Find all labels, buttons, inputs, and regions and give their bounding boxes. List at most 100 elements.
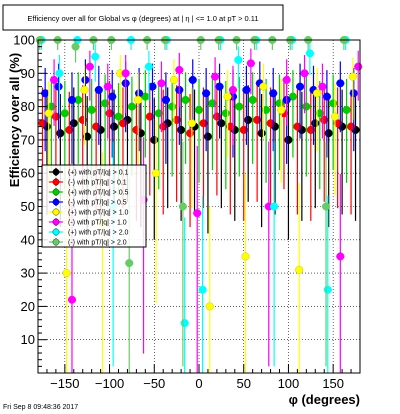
data-point bbox=[67, 295, 77, 304]
data-point bbox=[270, 202, 279, 211]
data-point bbox=[259, 82, 268, 91]
data-point bbox=[293, 122, 302, 131]
data-point bbox=[92, 122, 101, 131]
y-tick-label: 70 bbox=[21, 132, 35, 147]
data-point bbox=[71, 42, 80, 51]
data-point bbox=[181, 95, 190, 104]
legend-label: (+) with pT/|q| > 1.0 bbox=[68, 210, 129, 217]
data-point bbox=[114, 112, 123, 121]
data-point bbox=[211, 72, 220, 81]
data-point bbox=[234, 55, 243, 65]
data-point bbox=[321, 202, 331, 211]
data-point bbox=[275, 99, 284, 108]
legend-marker bbox=[52, 238, 60, 246]
data-point bbox=[91, 52, 100, 61]
legend-marker bbox=[52, 168, 60, 176]
legend: (+) with pT/|q| > 0.1 (-) with pT/|q| > 0… bbox=[41, 164, 147, 248]
data-point bbox=[228, 85, 238, 94]
data-point bbox=[302, 102, 311, 111]
data-point bbox=[157, 79, 166, 88]
data-point bbox=[65, 125, 74, 134]
data-point bbox=[305, 49, 314, 58]
data-point bbox=[223, 92, 232, 101]
data-point bbox=[172, 115, 181, 124]
data-point bbox=[221, 109, 230, 118]
data-point bbox=[208, 99, 217, 108]
data-point bbox=[152, 169, 161, 178]
data-point bbox=[41, 89, 50, 98]
data-point bbox=[354, 62, 363, 71]
data-points bbox=[35, 35, 363, 373]
data-point bbox=[187, 119, 196, 128]
data-point bbox=[336, 79, 345, 88]
x-tick-label: −100 bbox=[95, 376, 124, 391]
x-tick-label: −50 bbox=[143, 376, 165, 391]
data-point bbox=[121, 69, 130, 78]
data-point bbox=[288, 92, 297, 101]
legend-marker bbox=[52, 198, 60, 206]
legend-marker bbox=[52, 188, 60, 196]
y-tick-label: 20 bbox=[21, 299, 35, 314]
legend-label: (-) with pT/|q| > 1.0 bbox=[68, 220, 127, 227]
data-point bbox=[244, 115, 253, 124]
data-point bbox=[175, 65, 184, 75]
data-point bbox=[311, 119, 320, 128]
data-point bbox=[257, 129, 266, 138]
data-point bbox=[145, 112, 154, 121]
data-point bbox=[242, 85, 251, 94]
x-tick-label: 150 bbox=[322, 376, 344, 391]
data-point bbox=[348, 72, 357, 81]
axis-ticks: −150 −100 −50 0 50 100 150 10 20 30 40 50 60 70 80 90 10… bbox=[13, 33, 352, 391]
data-point bbox=[322, 92, 331, 101]
data-point bbox=[83, 132, 92, 141]
data-point bbox=[125, 259, 134, 268]
x-tick-label: −150 bbox=[50, 376, 79, 391]
legend-marker bbox=[52, 178, 60, 186]
x-tick-label: 0 bbox=[195, 376, 202, 391]
data-point bbox=[118, 119, 128, 128]
y-tick-label: 60 bbox=[21, 166, 35, 181]
data-point bbox=[154, 109, 163, 118]
legend-box bbox=[41, 164, 147, 248]
legend-label: (-) with pT/|q| > 2.0 bbox=[68, 240, 127, 247]
x-tick-label: 100 bbox=[278, 376, 300, 391]
data-point bbox=[161, 95, 170, 104]
data-point bbox=[101, 99, 110, 108]
data-point bbox=[277, 105, 286, 114]
data-point bbox=[330, 112, 340, 121]
y-tick-label: 40 bbox=[21, 232, 35, 247]
data-point bbox=[87, 105, 96, 114]
y-axis-label: Efficiency over all (%) bbox=[7, 53, 22, 187]
y-tick-label: 10 bbox=[21, 332, 35, 347]
data-point bbox=[150, 135, 159, 144]
data-point bbox=[56, 129, 65, 138]
data-point bbox=[205, 302, 214, 311]
data-point bbox=[347, 122, 356, 131]
y-tick-label: 50 bbox=[21, 199, 35, 214]
x-axis-label: φ (degrees) bbox=[289, 392, 360, 407]
series bbox=[47, 70, 351, 196]
data-point bbox=[169, 75, 179, 85]
data-point bbox=[202, 89, 211, 98]
data-point bbox=[180, 319, 189, 328]
data-point bbox=[108, 92, 117, 101]
data-point bbox=[266, 119, 275, 128]
data-point bbox=[284, 135, 293, 144]
data-point bbox=[67, 95, 77, 104]
y-tick-label: 80 bbox=[21, 99, 35, 114]
data-point bbox=[38, 119, 47, 128]
data-point bbox=[349, 89, 358, 98]
data-point bbox=[178, 202, 187, 211]
data-point bbox=[60, 109, 69, 118]
legend-label: (+) with pT/|q| > 0.1 bbox=[68, 170, 129, 177]
data-point bbox=[282, 75, 291, 85]
data-point bbox=[199, 119, 208, 128]
data-point bbox=[186, 129, 195, 138]
data-point bbox=[342, 105, 351, 114]
data-point bbox=[329, 99, 338, 108]
data-point bbox=[315, 109, 324, 118]
data-point bbox=[54, 82, 63, 91]
timestamp: Fri Sep 8 09:48:36 2017 bbox=[3, 404, 78, 411]
y-tick-label: 100 bbox=[13, 33, 35, 48]
